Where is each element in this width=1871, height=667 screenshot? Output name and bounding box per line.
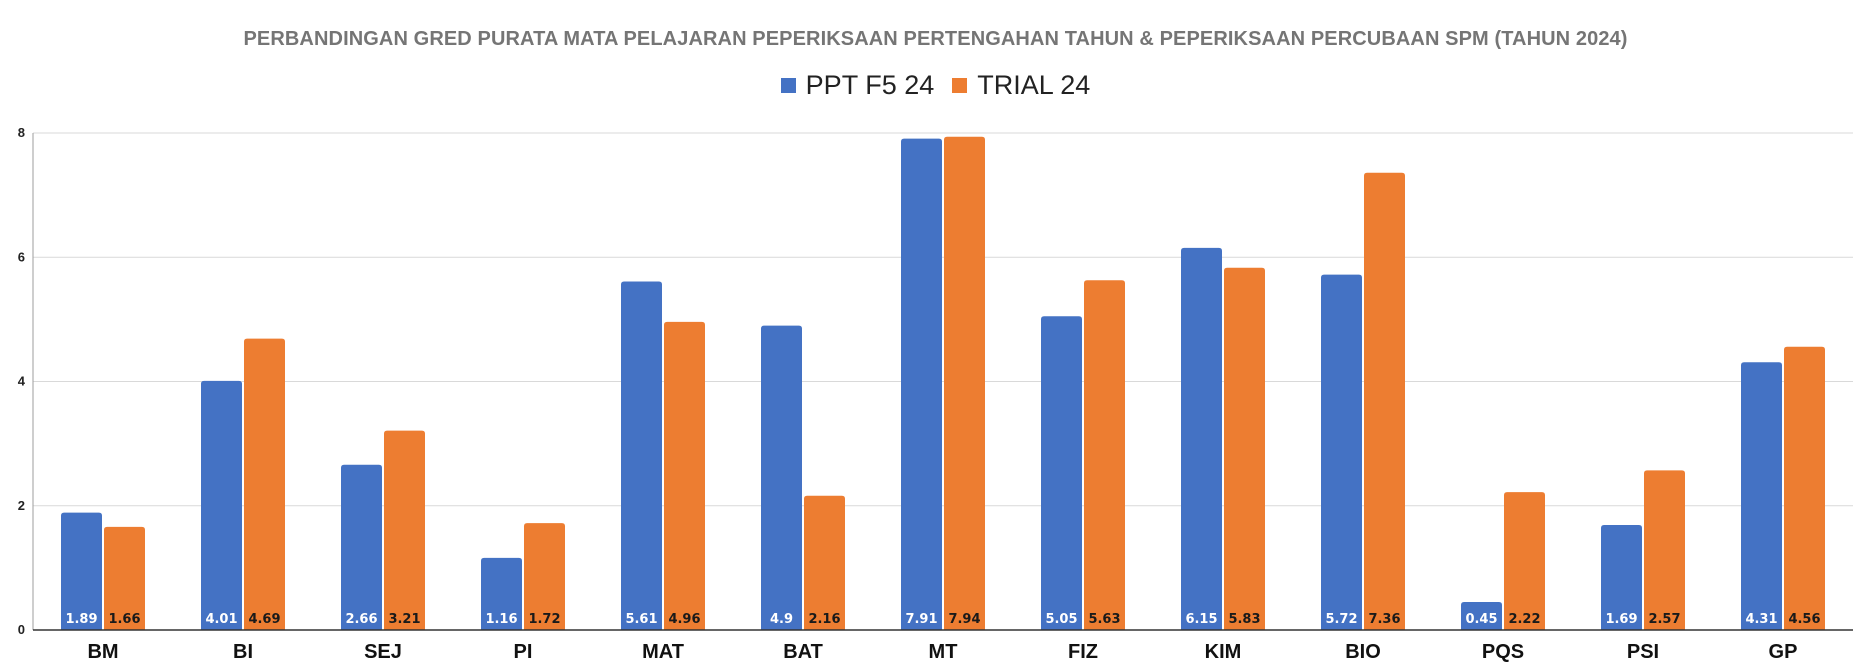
chart-title: PERBANDINGAN GRED PURATA MATA PELAJARAN … <box>243 28 1628 50</box>
data-label-bat-trial: 2.16 <box>808 612 840 627</box>
bar-bio-ppt <box>1321 274 1362 630</box>
bar-pi-trial <box>524 523 565 630</box>
data-label-pi-ppt: 1.16 <box>485 612 517 627</box>
data-label-sej-trial: 3.21 <box>388 612 420 627</box>
bar-mt-trial <box>944 136 985 631</box>
bar-bi-ppt <box>201 380 242 630</box>
data-label-fiz-ppt: 5.05 <box>1045 612 1077 627</box>
x-tick-label-bm: BM <box>87 641 118 663</box>
x-tick-label-bio: BIO <box>1345 641 1381 663</box>
data-label-bio-trial: 7.36 <box>1368 612 1400 627</box>
bar-mat-ppt <box>621 281 662 630</box>
data-label-bio-ppt: 5.72 <box>1325 612 1357 627</box>
data-label-mt-ppt: 7.91 <box>905 612 937 627</box>
bar-kim-trial <box>1224 267 1265 630</box>
data-label-bi-trial: 4.69 <box>248 612 280 627</box>
bar-sej-ppt <box>341 464 382 630</box>
bar-bm-trial <box>104 526 145 630</box>
x-tick-label-pi: PI <box>514 641 533 663</box>
data-label-sej-ppt: 2.66 <box>345 612 377 627</box>
y-tick-label-8: 8 <box>18 125 25 140</box>
x-tick-label-mat: MAT <box>642 641 684 663</box>
bar-sej-trial <box>384 430 425 630</box>
data-label-bm-trial: 1.66 <box>108 612 140 627</box>
bar-kim-ppt <box>1181 247 1222 630</box>
data-label-fiz-trial: 5.63 <box>1088 612 1120 627</box>
y-tick-label-0: 0 <box>18 622 25 637</box>
legend-item-trial: TRIAL 24 <box>952 70 1090 101</box>
data-label-psi-trial: 2.57 <box>1648 612 1680 627</box>
bar-pi-ppt <box>481 557 522 630</box>
y-tick-label-6: 6 <box>18 249 25 264</box>
y-tick-label-4: 4 <box>18 374 26 389</box>
legend-label-ppt: PPT F5 24 <box>805 70 935 100</box>
legend-swatch-trial <box>952 78 968 93</box>
data-label-psi-ppt: 1.69 <box>1605 612 1637 627</box>
bar-psi-trial <box>1644 470 1685 630</box>
data-label-bm-ppt: 1.89 <box>65 612 97 627</box>
x-tick-label-psi: PSI <box>1627 641 1659 663</box>
x-tick-label-bi: BI <box>233 641 253 663</box>
bar-psi-ppt <box>1601 525 1642 630</box>
data-label-bi-ppt: 4.01 <box>205 612 237 627</box>
bar-pqs-ppt <box>1461 602 1502 630</box>
data-label-kim-trial: 5.83 <box>1228 612 1260 627</box>
bar-pqs-trial <box>1504 492 1545 630</box>
data-label-bat-ppt: 4.9 <box>770 612 793 627</box>
bar-mt-ppt <box>901 138 942 630</box>
bar-fiz-ppt <box>1041 316 1082 630</box>
data-label-kim-ppt: 6.15 <box>1185 612 1217 627</box>
bar-fiz-trial <box>1084 280 1125 630</box>
bar-bio-trial <box>1364 172 1405 630</box>
x-tick-label-gp: GP <box>1769 641 1798 663</box>
bar-bm-ppt <box>61 512 102 630</box>
legend-swatch-ppt <box>780 78 796 93</box>
x-tick-label-mt: MT <box>929 641 958 663</box>
x-tick-label-kim: KIM <box>1205 641 1242 663</box>
bar-bat-ppt <box>761 325 802 630</box>
data-label-mt-trial: 7.94 <box>948 612 980 627</box>
y-tick-label-2: 2 <box>18 498 25 513</box>
legend-label-trial: TRIAL 24 <box>977 70 1091 100</box>
data-label-mat-ppt: 5.61 <box>625 612 657 627</box>
x-tick-label-fiz: FIZ <box>1068 641 1098 663</box>
x-tick-label-bat: BAT <box>783 641 823 663</box>
data-label-pqs-ppt: 0.45 <box>1465 612 1497 627</box>
data-label-gp-trial: 4.56 <box>1788 612 1820 627</box>
data-label-pqs-trial: 2.22 <box>1508 612 1540 627</box>
bar-gp-trial <box>1784 346 1825 630</box>
data-label-gp-ppt: 4.31 <box>1745 612 1777 627</box>
bar-bat-trial <box>804 495 845 630</box>
legend: PPT F5 24 TRIAL 24 <box>0 70 1871 101</box>
x-tick-label-pqs: PQS <box>1482 641 1524 663</box>
bar-mat-trial <box>664 321 705 630</box>
bar-gp-ppt <box>1741 362 1782 630</box>
data-label-pi-trial: 1.72 <box>528 612 560 627</box>
x-tick-label-sej: SEJ <box>364 641 402 663</box>
bar-bi-trial <box>244 338 285 630</box>
legend-item-ppt: PPT F5 24 <box>780 70 935 101</box>
data-label-mat-trial: 4.96 <box>668 612 700 627</box>
